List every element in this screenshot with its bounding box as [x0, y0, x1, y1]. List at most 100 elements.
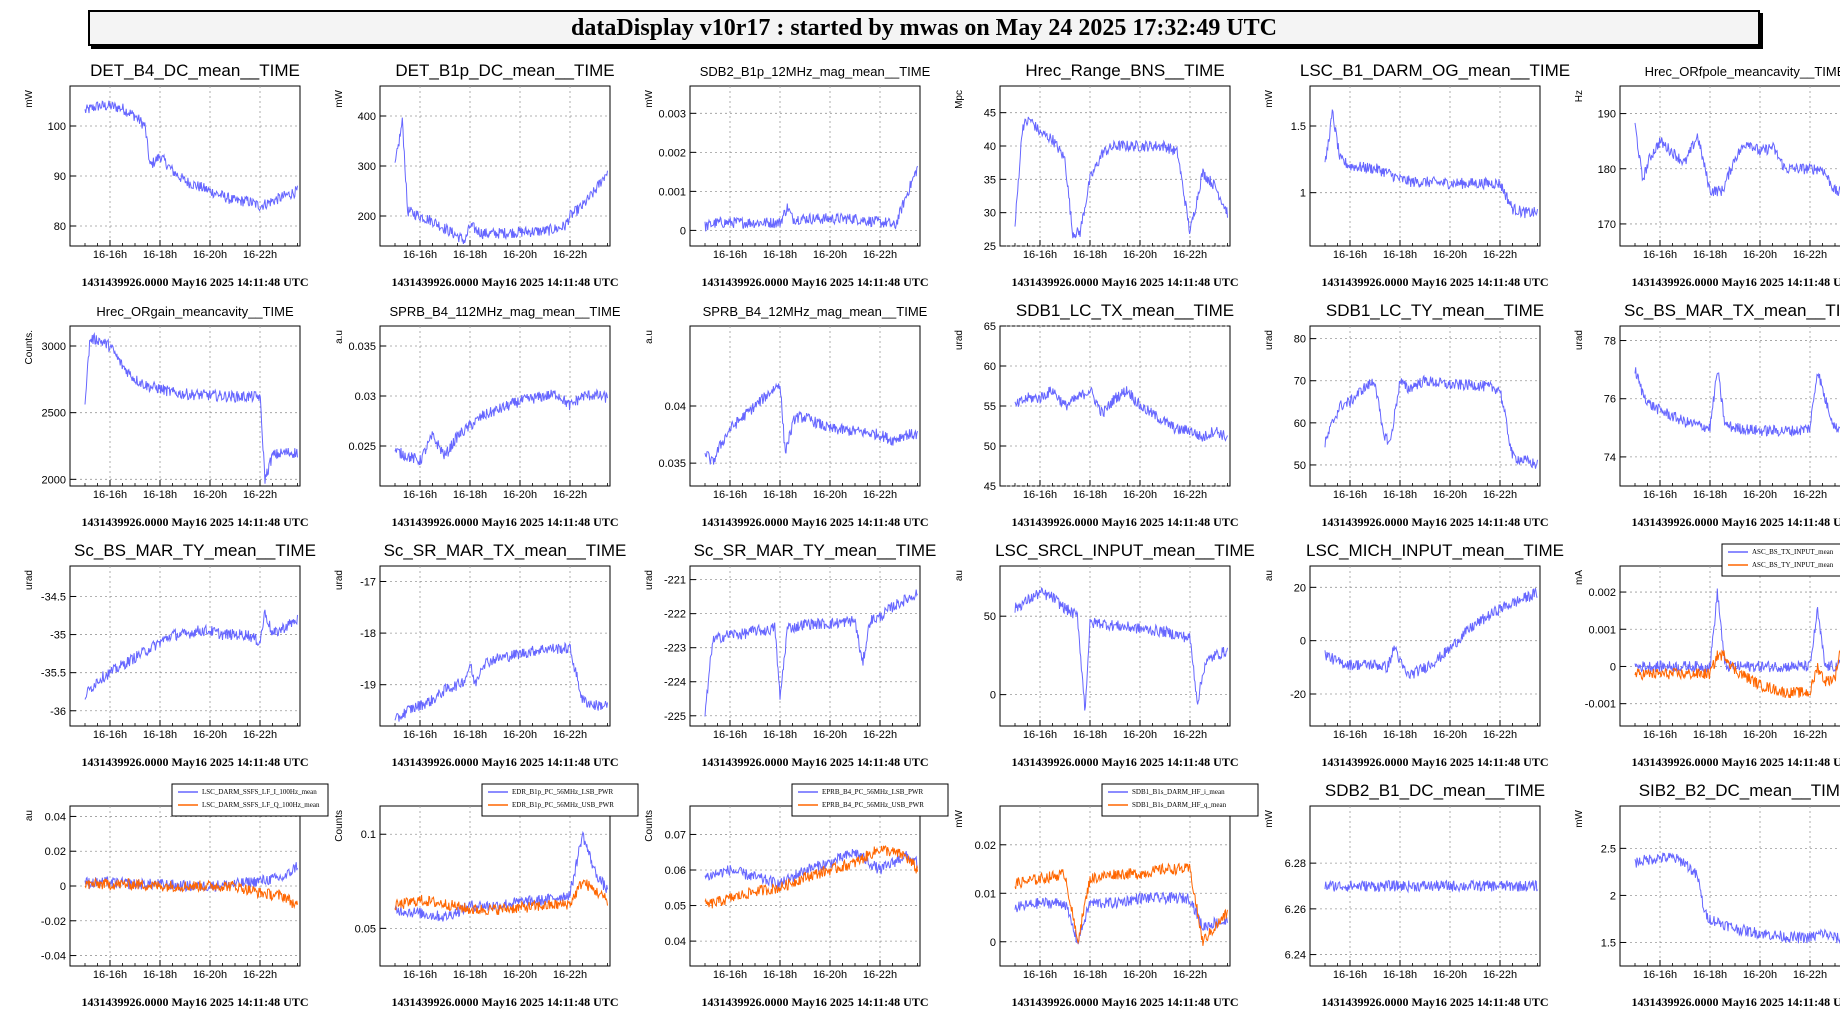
y-axis-label: mW	[954, 809, 965, 827]
y-tick-label: 0.03	[355, 391, 376, 403]
series-line	[1634, 122, 1840, 197]
y-tick-label: 2	[1610, 890, 1616, 902]
series-line	[84, 331, 298, 484]
plot-frame	[1309, 85, 1541, 247]
x-tick-label: 16-20h	[193, 969, 227, 981]
chart-svg: LSC_SRCL_INPUT_mean__TIME 16-16h 16-18h 16-…	[954, 541, 1255, 769]
series-line	[704, 165, 918, 232]
chart-panel: SDB2_B1p_12MHz_mag_mean__TIME 16-16h 16-18…	[640, 50, 946, 290]
chart-panel: Hrec_ORgain_meancavity__TIME 16-16h 16-18h…	[20, 290, 326, 530]
y-tick-label: 2.5	[1601, 843, 1616, 855]
y-tick-label: -20	[1290, 689, 1306, 701]
chart-title: SPRB_B4_112MHz_mag_mean__TIME	[390, 304, 621, 319]
chart-title: Hrec_ORgain_meancavity__TIME	[96, 304, 294, 319]
x-tick-label: 16-22h	[1793, 729, 1827, 741]
chart-title: Sc_BS_MAR_TY_mean__TIME	[74, 541, 316, 560]
x-tick-label: 16-22h	[863, 249, 897, 261]
series-line	[84, 877, 298, 910]
chart-panel: Sc_BS_MAR_TX_mean__TIME 16-16h 16-18h 16-20…	[1570, 290, 1840, 530]
chart-panel: LSC_SRCL_INPUT_mean__TIME 16-16h 16-18h 16-…	[950, 530, 1256, 770]
chart-svg: Hrec_Range_BNS__TIME 16-16h 16-18h 16-20h 16…	[954, 61, 1239, 289]
y-tick-label: -18	[360, 628, 376, 640]
chart-panel: SDB2_B1_DC_mean__TIME 16-16h 16-18h 16-20h 1…	[1260, 770, 1566, 1010]
y-tick-label: 50	[984, 611, 996, 623]
x-tick-label: 16-16h	[403, 489, 437, 501]
y-axis-label: urad	[954, 330, 965, 350]
chart-svg: SDB1_LC_TX_mean__TIME 16-16h 16-18h 16-20h 1…	[954, 301, 1239, 529]
chart-title: Sc_SR_MAR_TY_mean__TIME	[694, 541, 937, 560]
series-line	[394, 388, 608, 466]
x-tick-label: 16-18h	[1383, 729, 1417, 741]
x-tick-label: 16-20h	[503, 489, 537, 501]
y-axis-label: a.u	[334, 330, 345, 344]
y-tick-label: 0.02	[45, 846, 66, 858]
chart-svg: 16-16h 16-18h 16-20h 16-22h 0.002 0.001 0 -0.00…	[1574, 543, 1840, 769]
chart-panel: 16-16h 16-18h 16-20h 16-22h 0.1 0.05 Counts EDR…	[330, 770, 639, 1010]
x-tick-label: 16-20h	[503, 249, 537, 261]
x-tick-label: 16-18h	[1383, 969, 1417, 981]
y-tick-label: -19	[360, 680, 376, 692]
y-tick-label: 0.035	[658, 458, 686, 470]
x-tick-label: 16-16h	[93, 249, 127, 261]
chart-svg: Sc_BS_MAR_TX_mean__TIME 16-16h 16-18h 16-20…	[1574, 301, 1840, 529]
y-axis-label: Counts	[334, 810, 345, 842]
x-tick-label: 16-22h	[1793, 489, 1827, 501]
chart-svg: Sc_BS_MAR_TY_mean__TIME 16-16h 16-18h 16-20…	[24, 541, 316, 769]
series-line	[394, 879, 608, 916]
legend-box	[171, 783, 329, 817]
y-tick-label: 200	[358, 211, 376, 223]
x-tick-label: 16-22h	[1483, 489, 1517, 501]
y-axis-label: mA	[1574, 570, 1585, 585]
x-tick-label: 16-20h	[1433, 249, 1467, 261]
chart-svg: SDB2_B1p_12MHz_mag_mean__TIME 16-16h 16-18…	[644, 64, 931, 289]
chart-svg: SPRB_B4_112MHz_mag_mean__TIME 16-16h 16-18…	[334, 304, 621, 529]
chart-svg: Hrec_ORfpole_meancavity__TIME 16-16h 16-18…	[1574, 64, 1840, 289]
chart-footer: 1431439926.0000 May16 2025 14:11:48 UTC	[702, 515, 929, 529]
series-line	[704, 845, 918, 909]
chart-svg: 16-16h 16-18h 16-20h 16-22h 0.1 0.05 Counts EDR…	[334, 783, 639, 1009]
y-tick-label: 6.28	[1285, 858, 1306, 870]
x-tick-label: 16-22h	[863, 729, 897, 741]
x-tick-label: 16-16h	[403, 249, 437, 261]
chart-svg: SPRB_B4_12MHz_mag_mean__TIME 16-16h 16-18h…	[644, 304, 929, 529]
legend-entry: ASC_BS_TX_INPUT_mean	[1752, 548, 1834, 556]
x-tick-label: 16-18h	[1073, 969, 1107, 981]
x-tick-label: 16-16h	[1333, 249, 1367, 261]
y-tick-label: 80	[54, 221, 66, 233]
y-axis-label: mW	[1264, 89, 1275, 107]
chart-title: LSC_SRCL_INPUT_mean__TIME	[995, 541, 1255, 560]
chart-svg: 16-16h 16-18h 16-20h 16-22h 0.04 0.02 0 -0.02 -0…	[24, 783, 329, 1009]
y-tick-label: 78	[1604, 336, 1616, 348]
y-tick-label: -221	[664, 575, 686, 587]
y-tick-label: 100	[48, 121, 66, 133]
chart-panel: Sc_BS_MAR_TY_mean__TIME 16-16h 16-18h 16-20…	[20, 530, 326, 770]
y-tick-label: 76	[1604, 394, 1616, 406]
y-tick-label: 1	[1300, 188, 1306, 200]
x-tick-label: 16-22h	[553, 969, 587, 981]
x-tick-label: 16-16h	[713, 249, 747, 261]
y-tick-label: 300	[358, 161, 376, 173]
series-line	[1014, 386, 1228, 442]
series-line	[704, 382, 918, 465]
x-tick-label: 16-20h	[813, 969, 847, 981]
series-line	[1014, 116, 1228, 239]
x-tick-label: 16-20h	[1123, 969, 1157, 981]
chart-footer: 1431439926.0000 May16 2025 14:11:48 UTC	[82, 515, 309, 529]
y-tick-label: 0.04	[665, 936, 686, 948]
y-tick-label: 0.01	[975, 888, 996, 900]
x-tick-label: 16-18h	[453, 729, 487, 741]
y-axis-label: urad	[1574, 330, 1585, 350]
legend-entry: EDR_B1p_PC_56MHz_USB_PWR	[512, 801, 614, 809]
y-tick-label: 45	[984, 108, 996, 120]
legend: EDR_B1p_PC_56MHz_LSB_PWR EDR_B1p_PC_56MHz…	[481, 783, 639, 817]
chart-footer: 1431439926.0000 May16 2025 14:11:48 UTC	[1012, 995, 1239, 1009]
x-tick-label: 16-16h	[1643, 489, 1677, 501]
y-tick-label: 70	[1294, 376, 1306, 388]
y-tick-label: 0.02	[975, 840, 996, 852]
chart-panel: Sc_SR_MAR_TY_mean__TIME 16-16h 16-18h 16-20…	[640, 530, 946, 770]
x-tick-label: 16-22h	[553, 489, 587, 501]
x-tick-label: 16-22h	[1483, 249, 1517, 261]
chart-svg: LSC_B1_DARM_OG_mean__TIME 16-16h 16-18h 16-…	[1264, 61, 1570, 289]
x-tick-label: 16-18h	[1693, 249, 1727, 261]
chart-title: SIB2_B2_DC_mean__TIME	[1639, 781, 1840, 800]
